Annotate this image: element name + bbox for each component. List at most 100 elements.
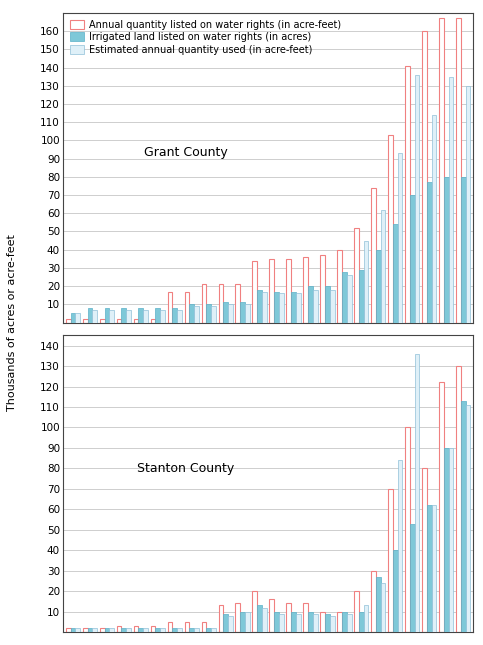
Bar: [83, 628, 87, 632]
Bar: [75, 628, 80, 632]
Bar: [92, 628, 97, 632]
Bar: [240, 303, 245, 322]
Bar: [143, 310, 148, 322]
Bar: [347, 275, 352, 322]
Bar: [279, 293, 284, 322]
Bar: [466, 86, 470, 322]
Bar: [376, 577, 381, 632]
Bar: [461, 177, 466, 322]
Bar: [325, 286, 330, 322]
Bar: [143, 628, 148, 632]
Bar: [201, 622, 206, 632]
Bar: [398, 461, 402, 632]
Bar: [228, 616, 233, 632]
Bar: [330, 616, 335, 632]
Bar: [151, 319, 156, 322]
Bar: [218, 284, 223, 322]
Bar: [286, 259, 291, 322]
Bar: [405, 66, 410, 322]
Bar: [253, 261, 257, 322]
Bar: [83, 319, 87, 322]
Bar: [422, 468, 427, 632]
Bar: [461, 401, 466, 632]
Bar: [364, 606, 369, 632]
Bar: [134, 626, 139, 632]
Bar: [223, 613, 228, 632]
Bar: [117, 319, 122, 322]
Bar: [388, 489, 393, 632]
Bar: [449, 77, 454, 322]
Bar: [66, 628, 71, 632]
Bar: [126, 628, 131, 632]
Bar: [189, 304, 194, 322]
Bar: [151, 626, 156, 632]
Bar: [359, 270, 364, 322]
Bar: [262, 608, 267, 632]
Bar: [87, 308, 92, 322]
Bar: [308, 611, 313, 632]
Bar: [427, 183, 432, 322]
Bar: [342, 611, 347, 632]
Bar: [168, 292, 172, 322]
Bar: [398, 153, 402, 322]
Bar: [122, 308, 126, 322]
Bar: [71, 313, 75, 322]
Bar: [410, 524, 414, 632]
Bar: [257, 290, 262, 322]
Bar: [405, 428, 410, 632]
Bar: [185, 622, 189, 632]
Bar: [359, 611, 364, 632]
Bar: [100, 628, 104, 632]
Bar: [371, 571, 376, 632]
Bar: [218, 606, 223, 632]
Bar: [211, 628, 216, 632]
Bar: [100, 319, 104, 322]
Bar: [189, 628, 194, 632]
Bar: [126, 310, 131, 322]
Bar: [257, 606, 262, 632]
Bar: [270, 259, 274, 322]
Bar: [432, 115, 436, 322]
Bar: [330, 290, 335, 322]
Bar: [223, 303, 228, 322]
Bar: [87, 628, 92, 632]
Bar: [388, 135, 393, 322]
Bar: [279, 613, 284, 632]
Bar: [168, 622, 172, 632]
Bar: [177, 628, 182, 632]
Bar: [104, 308, 109, 322]
Bar: [444, 448, 449, 632]
Bar: [228, 304, 233, 322]
Bar: [347, 613, 352, 632]
Bar: [296, 613, 300, 632]
Text: Stanton County: Stanton County: [137, 462, 235, 475]
Bar: [381, 583, 385, 632]
Bar: [245, 611, 250, 632]
Bar: [172, 308, 177, 322]
Bar: [325, 613, 330, 632]
Bar: [303, 257, 308, 322]
Bar: [427, 505, 432, 632]
Bar: [240, 611, 245, 632]
Bar: [104, 628, 109, 632]
Bar: [444, 177, 449, 322]
Bar: [274, 611, 279, 632]
Bar: [206, 304, 211, 322]
Bar: [422, 31, 427, 322]
Bar: [320, 611, 325, 632]
Bar: [75, 313, 80, 322]
Bar: [201, 284, 206, 322]
Bar: [342, 272, 347, 322]
Bar: [313, 290, 318, 322]
Bar: [291, 611, 296, 632]
Text: Thousands of acres or acre-feet: Thousands of acres or acre-feet: [7, 234, 17, 411]
Bar: [262, 292, 267, 322]
Bar: [456, 366, 461, 632]
Bar: [66, 319, 71, 322]
Bar: [156, 628, 160, 632]
Bar: [270, 599, 274, 632]
Bar: [393, 224, 398, 322]
Bar: [185, 292, 189, 322]
Bar: [381, 210, 385, 322]
Bar: [308, 286, 313, 322]
